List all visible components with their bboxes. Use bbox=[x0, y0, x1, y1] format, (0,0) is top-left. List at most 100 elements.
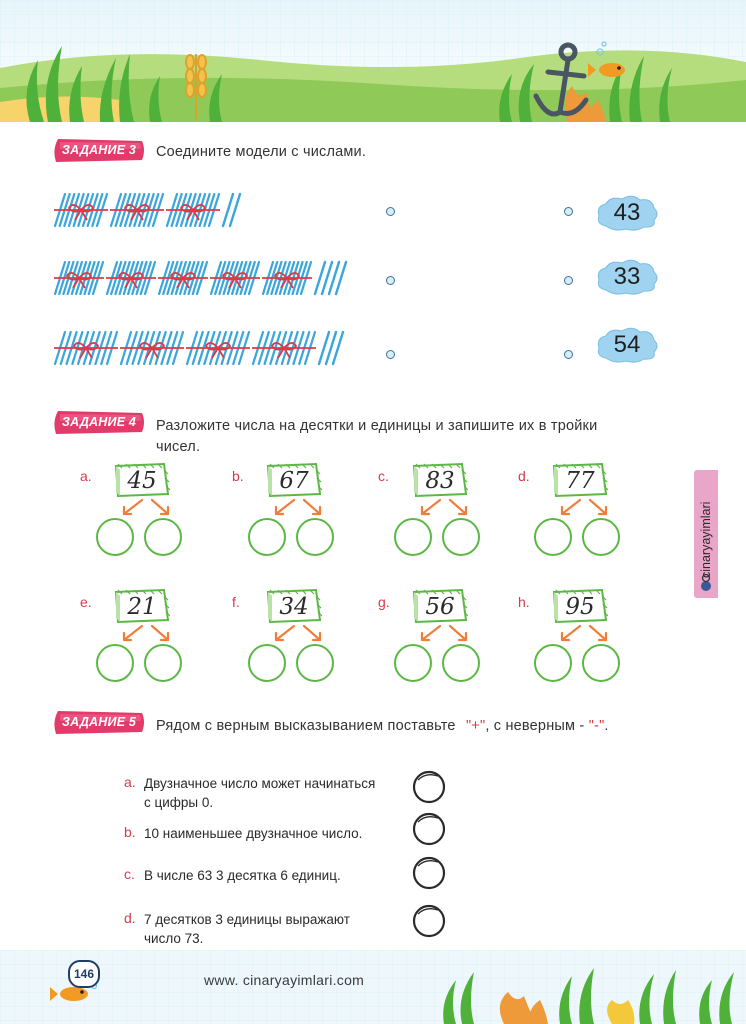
ten-bundle bbox=[261, 260, 313, 296]
ten-bundle bbox=[53, 330, 119, 366]
tens-answer-circle[interactable] bbox=[394, 644, 432, 682]
number-card: 95 bbox=[552, 588, 608, 624]
statement-text: Двузначное число может начинаться с цифры… bbox=[144, 774, 414, 812]
decompose-item: f. 34 bbox=[232, 588, 362, 688]
one-stick bbox=[313, 260, 327, 296]
statement-letter: c. bbox=[124, 866, 135, 882]
tens-answer-circle[interactable] bbox=[394, 518, 432, 556]
one-stick bbox=[324, 330, 338, 366]
one-stick bbox=[221, 192, 235, 228]
tens-answer-circle[interactable] bbox=[96, 644, 134, 682]
answer-circle[interactable] bbox=[412, 770, 446, 804]
task3-number-cloud-1: 43 bbox=[594, 194, 660, 232]
task4-instruction-line-2: чисел. bbox=[156, 439, 201, 455]
ones-answer-circle[interactable] bbox=[442, 518, 480, 556]
ten-bundle bbox=[53, 260, 105, 296]
split-arrows bbox=[560, 498, 608, 516]
item-letter: e. bbox=[80, 594, 92, 610]
task3-number-2: 33 bbox=[613, 263, 641, 290]
website-url: www. cinaryayimlari.com bbox=[204, 972, 365, 988]
task3-left-dot-1[interactable] bbox=[386, 207, 395, 216]
ten-bundle bbox=[53, 192, 109, 228]
statement-letter: a. bbox=[124, 774, 136, 790]
number-card-value: 95 bbox=[565, 594, 595, 620]
ones-answer-circle[interactable] bbox=[144, 518, 182, 556]
task3-badge: ЗАДАНИЕ 3 bbox=[52, 138, 146, 164]
ten-bundle bbox=[209, 260, 261, 296]
number-card-value: 83 bbox=[425, 468, 455, 494]
task3-right-dot-3[interactable] bbox=[564, 350, 573, 359]
number-card-frame bbox=[114, 462, 170, 498]
tens-answer-circle[interactable] bbox=[248, 518, 286, 556]
answer-circle[interactable] bbox=[412, 856, 446, 890]
number-card-frame bbox=[412, 588, 468, 624]
task3-badge-label: ЗАДАНИЕ 3 bbox=[61, 143, 137, 157]
ones-answer-circle[interactable] bbox=[582, 644, 620, 682]
page-number: 146 bbox=[68, 960, 100, 988]
one-stick bbox=[334, 260, 348, 296]
number-card: 34 bbox=[266, 588, 322, 624]
ones-answer-circle[interactable] bbox=[442, 644, 480, 682]
answer-circle[interactable] bbox=[412, 812, 446, 846]
number-card: 77 bbox=[552, 462, 608, 498]
ones-answer-circle[interactable] bbox=[296, 518, 334, 556]
split-arrows bbox=[122, 498, 170, 516]
tens-answer-circle[interactable] bbox=[248, 644, 286, 682]
number-card-value: 56 bbox=[425, 594, 455, 620]
task3-number-3: 54 bbox=[613, 331, 641, 358]
item-letter: d. bbox=[518, 468, 530, 484]
statement-line-1: В числе 63 3 десятка 6 единиц. bbox=[144, 868, 341, 883]
task3-right-dot-1[interactable] bbox=[564, 207, 573, 216]
ten-bundle bbox=[105, 260, 157, 296]
tens-answer-circle[interactable] bbox=[534, 518, 572, 556]
decompose-item: d. 77 bbox=[518, 462, 648, 562]
statement-line-1: 10 наименьшее двузначное число. bbox=[144, 826, 363, 841]
task5-instruction-part-1: Рядом с верным высказыванием поставьте bbox=[156, 718, 456, 734]
item-letter: b. bbox=[232, 468, 244, 484]
ten-bundle bbox=[119, 330, 185, 366]
tens-answer-circle[interactable] bbox=[96, 518, 134, 556]
number-card: 67 bbox=[266, 462, 322, 498]
cloud-shape bbox=[597, 195, 658, 231]
item-letter: c. bbox=[378, 468, 389, 484]
ten-bundle bbox=[185, 330, 251, 366]
number-card-value: 77 bbox=[565, 468, 595, 494]
statement-text: В числе 63 3 десятка 6 единиц. bbox=[144, 866, 414, 885]
split-arrows bbox=[420, 498, 468, 516]
decompose-item: b. 67 bbox=[232, 462, 362, 562]
statement-line-2: с цифры 0. bbox=[144, 795, 214, 810]
number-card-value: 34 bbox=[279, 594, 309, 620]
answer-circle[interactable] bbox=[412, 904, 446, 938]
task3-left-dot-2[interactable] bbox=[386, 276, 395, 285]
statement-line-2: число 73. bbox=[144, 931, 204, 946]
number-card-frame bbox=[412, 462, 468, 498]
header-illustration bbox=[0, 0, 746, 122]
cloud-shape bbox=[597, 327, 658, 363]
number-card: 45 bbox=[114, 462, 170, 498]
ones-answer-circle[interactable] bbox=[582, 518, 620, 556]
number-card-value: 45 bbox=[127, 468, 157, 494]
statement-letter: d. bbox=[124, 910, 136, 926]
footer-illustration bbox=[0, 950, 746, 1024]
statement-line-1: Двузначное число может начинаться bbox=[144, 776, 376, 791]
task3-right-dot-2[interactable] bbox=[564, 276, 573, 285]
task3-number-1: 43 bbox=[613, 199, 641, 226]
split-arrows bbox=[122, 624, 170, 642]
split-arrows bbox=[560, 624, 608, 642]
task5-badge-label: ЗАДАНИЕ 5 bbox=[61, 715, 137, 729]
statement-text: 10 наименьшее двузначное число. bbox=[144, 824, 414, 843]
ones-answer-circle[interactable] bbox=[144, 644, 182, 682]
task3-instruction: Соедините модели с числами. bbox=[156, 144, 367, 160]
split-arrows bbox=[274, 624, 322, 642]
decompose-item: c. 83 bbox=[378, 462, 508, 562]
task5-minus-sign: "-" bbox=[588, 718, 605, 734]
tens-answer-circle[interactable] bbox=[534, 644, 572, 682]
split-arrows bbox=[274, 498, 322, 516]
task3-bundle-models bbox=[53, 192, 348, 366]
ones-answer-circle[interactable] bbox=[296, 644, 334, 682]
one-stick bbox=[317, 330, 331, 366]
task3-left-dot-3[interactable] bbox=[386, 350, 395, 359]
decompose-item: g. 56 bbox=[378, 588, 508, 688]
one-stick bbox=[228, 192, 242, 228]
task4-badge: ЗАДАНИЕ 4 bbox=[52, 410, 146, 436]
